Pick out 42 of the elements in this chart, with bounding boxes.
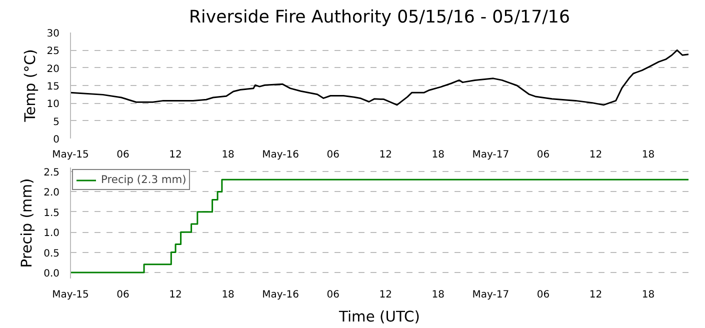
y-axis-title: Precip (mm) [18, 178, 36, 268]
y-tick-label: 30 [46, 28, 60, 40]
y-tick-label: 20 [46, 64, 60, 75]
x-tick-label: May-15 [52, 150, 89, 160]
x-tick-label: 18 [432, 150, 445, 160]
x-tick-label: 06 [116, 290, 130, 300]
x-tick-label: 12 [589, 290, 602, 300]
x-tick-label: 18 [222, 290, 234, 300]
y-tick-label: 0 [53, 134, 60, 146]
y-tick-label: 10 [46, 99, 60, 110]
x-tick-label: 18 [432, 290, 445, 300]
x-tick-label: May-15 [52, 290, 89, 300]
x-tick-label: 18 [642, 290, 655, 300]
x-tick-label: 18 [222, 150, 234, 160]
x-tick-label: 06 [116, 150, 130, 160]
x-tick-label: 18 [642, 150, 655, 160]
x-tick-label: 12 [589, 150, 602, 160]
legend-label: Precip (2.3 mm) [101, 173, 186, 186]
x-tick-label: 06 [326, 150, 340, 160]
x-tick-label: May-17 [472, 290, 510, 300]
y-axis-title: Temp (°C) [22, 49, 39, 123]
y-tick-label: 1.0 [44, 228, 60, 240]
y-tick-label: 2.0 [44, 188, 60, 199]
x-tick-label: 12 [169, 290, 182, 300]
x-tick-label: May-16 [262, 290, 300, 300]
y-tick-label: 2.5 [44, 168, 60, 179]
y-tick-label: 5 [53, 116, 60, 128]
y-tick-label: 25 [46, 46, 60, 58]
x-tick-label: 06 [326, 290, 340, 300]
x-tick-label: 06 [536, 150, 550, 160]
x-tick-label: 12 [379, 290, 392, 300]
x-tick-label: May-16 [262, 150, 300, 160]
y-tick-label: 1.5 [44, 208, 60, 219]
x-tick-label: May-17 [472, 150, 510, 160]
x-tick-label: 06 [536, 290, 550, 300]
x-axis-title: Time (UTC) [338, 308, 420, 326]
chart-title: Riverside Fire Authority 05/15/16 - 05/17/16 [189, 8, 570, 28]
y-tick-label: 0.5 [44, 248, 60, 260]
y-tick-label: 0.0 [44, 268, 60, 280]
x-tick-label: 12 [379, 150, 392, 160]
y-tick-label: 15 [46, 82, 60, 92]
x-tick-label: 12 [169, 150, 182, 160]
